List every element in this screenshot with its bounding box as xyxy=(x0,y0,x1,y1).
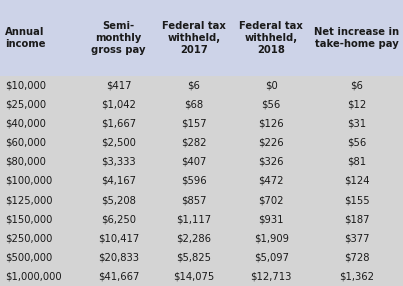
Text: $25,000: $25,000 xyxy=(5,100,46,110)
Text: $68: $68 xyxy=(184,100,203,110)
Text: $1,667: $1,667 xyxy=(101,119,136,129)
Text: $12,713: $12,713 xyxy=(251,271,292,281)
Bar xyxy=(0,0,403,76)
Text: Annual
income: Annual income xyxy=(5,27,45,49)
Text: $12: $12 xyxy=(347,100,366,110)
Text: $126: $126 xyxy=(258,119,284,129)
Text: $728: $728 xyxy=(344,252,369,262)
Text: $31: $31 xyxy=(347,119,366,129)
Text: $5,208: $5,208 xyxy=(101,195,136,205)
Text: $5,097: $5,097 xyxy=(254,252,289,262)
Text: $6,250: $6,250 xyxy=(101,214,136,224)
Text: $2,500: $2,500 xyxy=(101,138,136,148)
Bar xyxy=(0,76,403,286)
Text: $1,362: $1,362 xyxy=(339,271,374,281)
Text: $326: $326 xyxy=(258,157,284,167)
Text: $417: $417 xyxy=(106,80,131,90)
Text: $60,000: $60,000 xyxy=(5,138,46,148)
Text: $81: $81 xyxy=(347,157,366,167)
Text: $157: $157 xyxy=(181,119,207,129)
Text: $1,909: $1,909 xyxy=(254,233,289,243)
Text: $3,333: $3,333 xyxy=(101,157,136,167)
Text: $2,286: $2,286 xyxy=(176,233,211,243)
Text: Net increase in
take-home pay: Net increase in take-home pay xyxy=(314,27,399,49)
Text: $125,000: $125,000 xyxy=(5,195,52,205)
Text: $155: $155 xyxy=(344,195,369,205)
Text: $500,000: $500,000 xyxy=(5,252,52,262)
Text: $5,825: $5,825 xyxy=(176,252,211,262)
Text: $20,833: $20,833 xyxy=(98,252,139,262)
Text: Federal tax
withheld,
2017: Federal tax withheld, 2017 xyxy=(162,21,226,55)
Text: $124: $124 xyxy=(344,176,369,186)
Text: $407: $407 xyxy=(181,157,206,167)
Text: $931: $931 xyxy=(258,214,284,224)
Text: $56: $56 xyxy=(262,100,281,110)
Text: $187: $187 xyxy=(344,214,369,224)
Text: $40,000: $40,000 xyxy=(5,119,46,129)
Text: $6: $6 xyxy=(350,80,363,90)
Text: $6: $6 xyxy=(187,80,200,90)
Text: $226: $226 xyxy=(258,138,284,148)
Text: $282: $282 xyxy=(181,138,206,148)
Text: $10,417: $10,417 xyxy=(98,233,139,243)
Text: $1,042: $1,042 xyxy=(101,100,136,110)
Text: $0: $0 xyxy=(265,80,278,90)
Text: Semi-
monthly
gross pay: Semi- monthly gross pay xyxy=(91,21,146,55)
Text: $472: $472 xyxy=(258,176,284,186)
Text: $702: $702 xyxy=(258,195,284,205)
Text: Federal tax
withheld,
2018: Federal tax withheld, 2018 xyxy=(239,21,303,55)
Text: $100,000: $100,000 xyxy=(5,176,52,186)
Text: $10,000: $10,000 xyxy=(5,80,46,90)
Text: $1,000,000: $1,000,000 xyxy=(5,271,62,281)
Text: $250,000: $250,000 xyxy=(5,233,52,243)
Text: $377: $377 xyxy=(344,233,369,243)
Text: $1,117: $1,117 xyxy=(176,214,211,224)
Text: $41,667: $41,667 xyxy=(98,271,139,281)
Text: $56: $56 xyxy=(347,138,366,148)
Text: $857: $857 xyxy=(181,195,206,205)
Text: $14,075: $14,075 xyxy=(173,271,214,281)
Text: $596: $596 xyxy=(181,176,207,186)
Text: $4,167: $4,167 xyxy=(101,176,136,186)
Text: $80,000: $80,000 xyxy=(5,157,46,167)
Text: $150,000: $150,000 xyxy=(5,214,52,224)
